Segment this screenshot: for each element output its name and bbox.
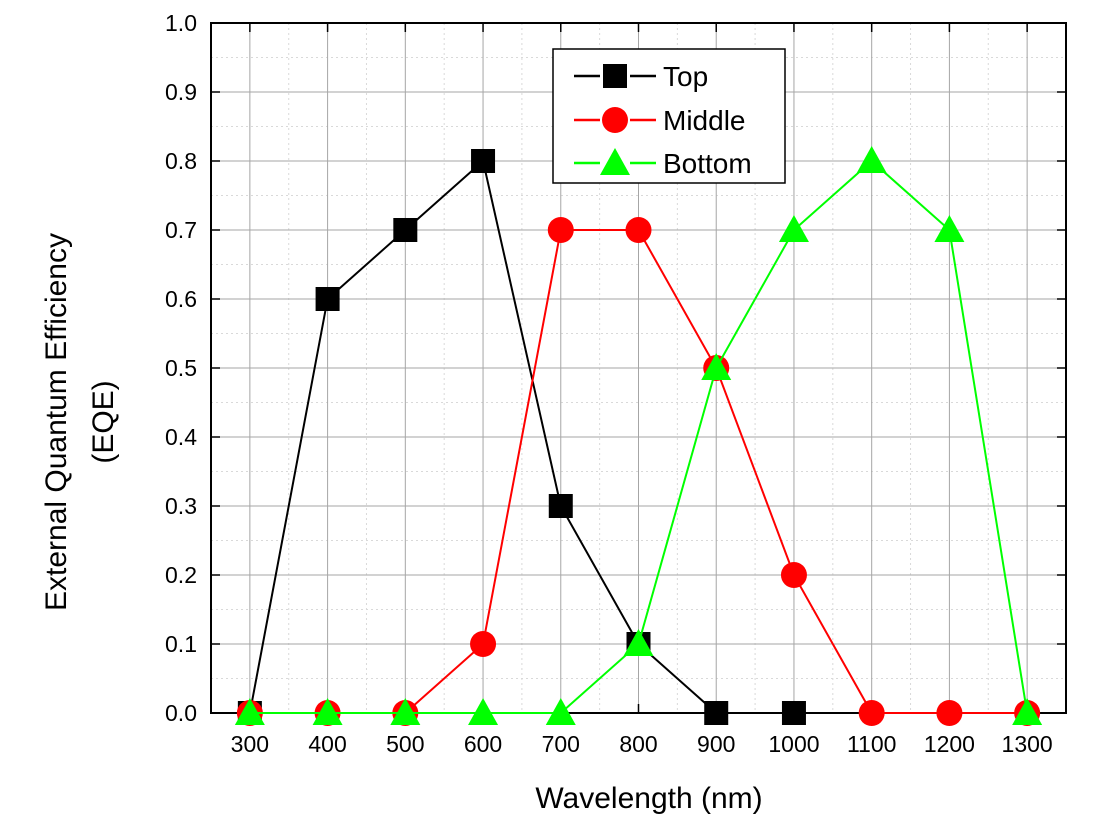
y-tick-label: 1.0 xyxy=(165,10,197,36)
y-tick-label: 0.2 xyxy=(165,562,197,588)
x-tick-label: 1300 xyxy=(1002,731,1053,757)
x-tick-label: 700 xyxy=(542,731,580,757)
data-point-middle xyxy=(780,562,807,588)
y-tick-label: 0.7 xyxy=(165,217,197,243)
x-tick-label: 1100 xyxy=(847,731,896,757)
y-axis-title-line1: External Quantum Efficiency xyxy=(40,233,73,611)
x-tick-label: 1200 xyxy=(924,731,975,757)
x-tick-labels: 300 400 500 600 700 800 900 1000 1100 1200 1300 xyxy=(231,731,1053,757)
data-point-bottom xyxy=(545,698,576,725)
legend-box xyxy=(552,48,786,184)
legend-item-top: Top xyxy=(574,61,708,92)
legend-marker-middle xyxy=(602,107,628,133)
data-point-bottom xyxy=(1012,698,1043,725)
series-bottom xyxy=(234,146,1043,725)
data-point-bottom xyxy=(701,353,732,380)
y-tick-label: 0.6 xyxy=(165,286,197,312)
series-layer xyxy=(234,146,1043,726)
x-tick-label: 300 xyxy=(231,731,269,757)
y-tick-label: 0.4 xyxy=(165,424,197,450)
y-tick-label: 0.9 xyxy=(165,79,197,105)
legend-marker-bottom xyxy=(600,148,630,175)
data-point-top xyxy=(471,149,496,173)
data-point-bottom xyxy=(234,698,265,725)
legend-label-top: Top xyxy=(663,61,708,92)
y-tick-label: 0.1 xyxy=(165,631,197,657)
data-point-bottom xyxy=(312,698,343,725)
x-tick-label: 500 xyxy=(386,731,424,757)
data-point-bottom xyxy=(390,698,421,725)
legend-item-bottom: Bottom xyxy=(574,148,752,179)
data-point-middle xyxy=(470,631,497,657)
legend-marker-top xyxy=(603,64,627,88)
legend: Top Middle Bottom xyxy=(552,48,786,184)
legend-item-middle: Middle xyxy=(574,105,745,136)
x-tick-label: 400 xyxy=(308,731,346,757)
data-point-bottom xyxy=(856,146,887,173)
series-line-top xyxy=(248,159,794,714)
x-tick-label: 900 xyxy=(697,731,735,757)
data-point-top xyxy=(393,218,418,242)
y-tick-label: 0.8 xyxy=(165,148,197,174)
data-point-top xyxy=(781,701,806,725)
data-point-middle xyxy=(858,700,885,726)
x-tick-label: 800 xyxy=(619,731,657,757)
legend-label-middle: Middle xyxy=(663,105,745,136)
data-point-middle xyxy=(547,217,574,243)
data-point-middle xyxy=(625,217,652,243)
x-tick-label: 600 xyxy=(464,731,502,757)
x-axis-title: Wavelength (nm) xyxy=(535,782,762,815)
data-point-middle xyxy=(936,700,963,726)
x-tick-label: 1000 xyxy=(768,731,819,757)
legend-label-bottom: Bottom xyxy=(663,148,752,179)
y-tick-labels: 0.0 0.1 0.2 0.3 0.4 0.5 0.6 0.7 0.8 0.9 1.0 xyxy=(165,10,197,726)
data-point-bottom xyxy=(468,698,499,725)
y-tick-label: 0.3 xyxy=(165,493,197,519)
data-point-bottom xyxy=(934,215,965,242)
data-point-top xyxy=(315,287,340,311)
y-tick-label: 0.0 xyxy=(165,700,197,726)
data-point-top xyxy=(548,494,573,518)
y-tick-label: 0.5 xyxy=(165,355,197,381)
data-point-bottom xyxy=(623,629,654,656)
data-point-bottom xyxy=(778,215,809,242)
data-point-top xyxy=(704,701,729,725)
y-axis-title-line2: (EQE) xyxy=(87,380,120,463)
